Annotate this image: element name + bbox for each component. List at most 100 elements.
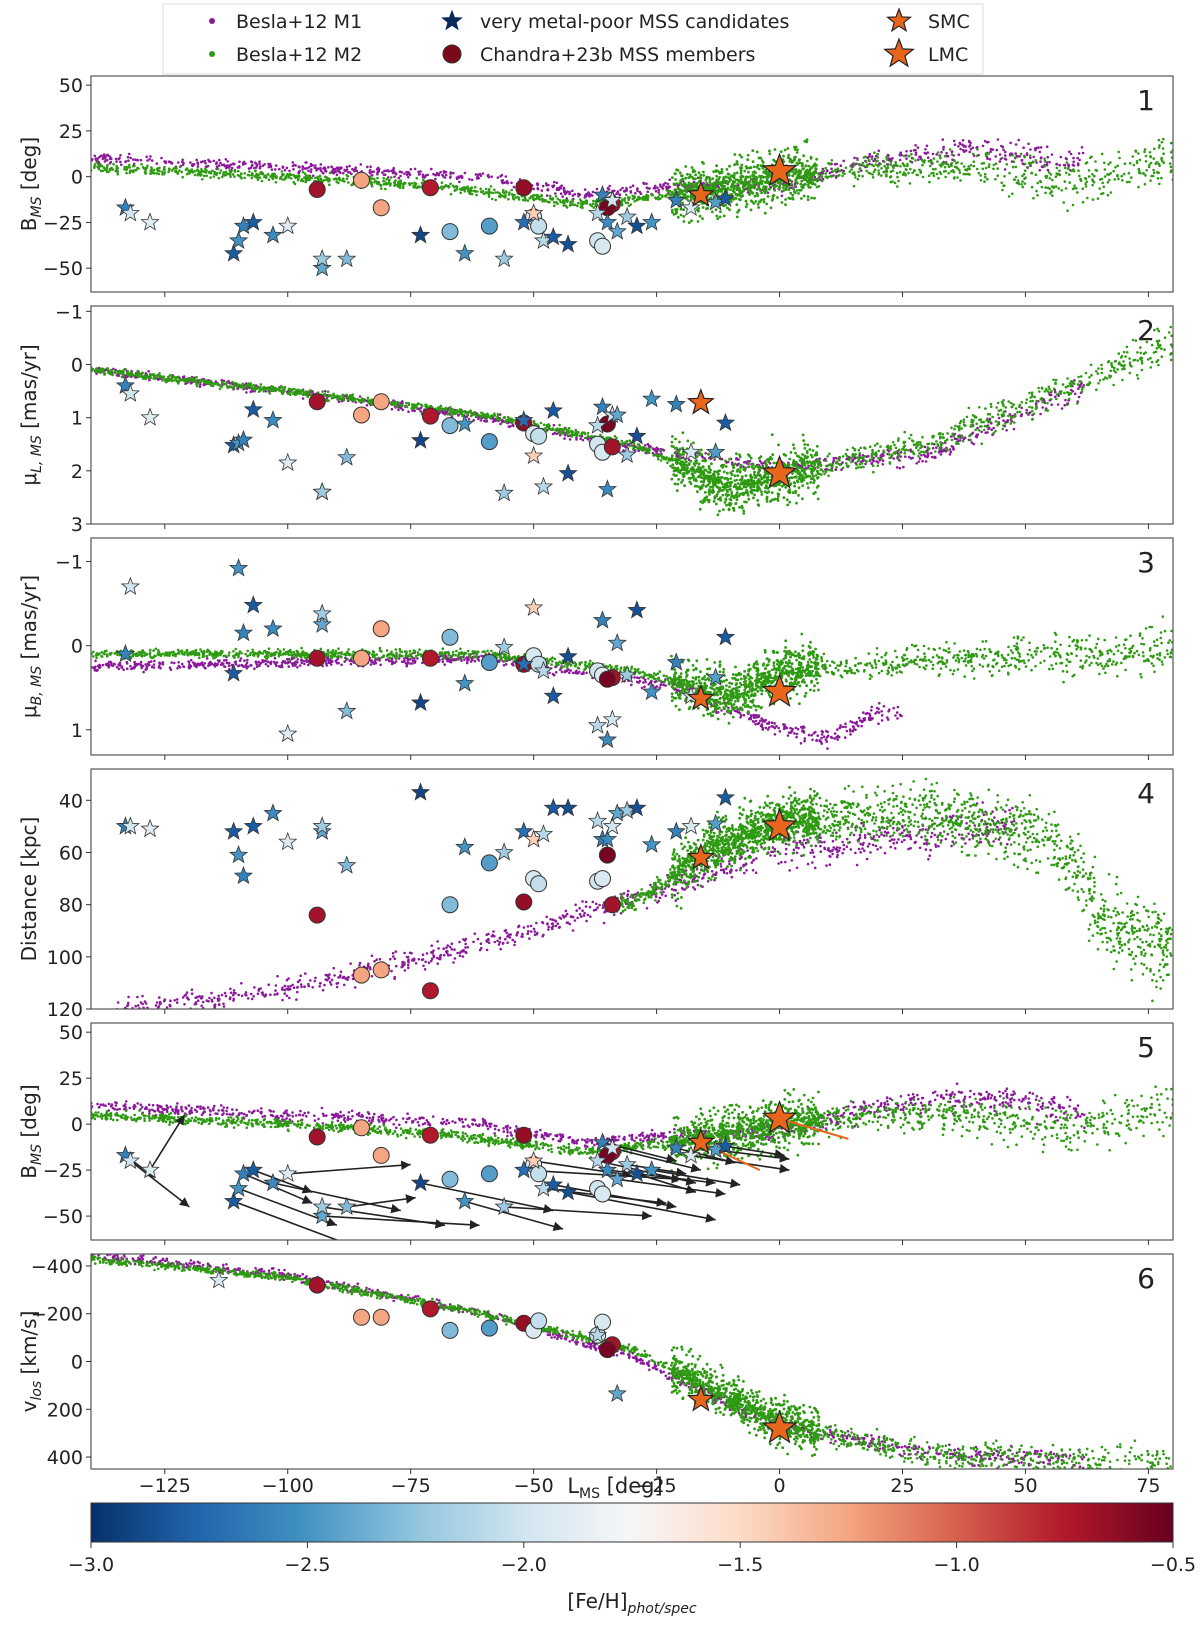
m2-point bbox=[1156, 177, 1160, 180]
m2-point bbox=[736, 210, 739, 214]
vmp-candidate-star bbox=[642, 212, 662, 231]
m2-point bbox=[267, 178, 271, 181]
m1-point bbox=[655, 450, 659, 453]
m2-point bbox=[953, 165, 957, 169]
m1-point bbox=[832, 174, 835, 177]
m1-point bbox=[873, 157, 877, 161]
m1-point bbox=[1025, 153, 1029, 157]
m2-point bbox=[335, 180, 339, 184]
m2-point bbox=[1060, 390, 1063, 393]
m2-point bbox=[1113, 366, 1116, 370]
m2-point bbox=[1075, 187, 1078, 190]
m2-point bbox=[576, 204, 579, 208]
m2-point bbox=[586, 434, 590, 438]
m1-point bbox=[961, 139, 965, 142]
m2-point bbox=[231, 173, 235, 176]
m2-point bbox=[932, 157, 936, 160]
m2-point bbox=[741, 185, 745, 189]
m1-point bbox=[345, 165, 349, 169]
m1-point bbox=[230, 163, 233, 166]
m2-point bbox=[174, 170, 177, 173]
m1-point bbox=[1003, 168, 1007, 171]
m1-point bbox=[703, 457, 706, 460]
m2-point bbox=[502, 191, 506, 195]
m1-point bbox=[397, 176, 401, 180]
m2-point bbox=[797, 192, 800, 195]
m2-point bbox=[332, 392, 335, 396]
m1-point bbox=[992, 426, 995, 430]
m2-point bbox=[712, 187, 715, 190]
m1-point bbox=[209, 160, 212, 164]
m2-point bbox=[958, 421, 962, 425]
m2-point bbox=[193, 173, 197, 177]
m1-point bbox=[880, 455, 883, 459]
m2-point bbox=[793, 184, 797, 188]
m2-point bbox=[751, 179, 755, 183]
m1-point bbox=[458, 176, 461, 179]
m2-point bbox=[115, 164, 118, 168]
m2-point bbox=[388, 178, 391, 182]
m1-point bbox=[930, 455, 934, 459]
m2-point bbox=[657, 195, 660, 199]
m2-point bbox=[203, 170, 206, 173]
m2-point bbox=[250, 174, 254, 177]
m2-point bbox=[858, 463, 862, 466]
m2-point bbox=[1043, 159, 1047, 163]
m2-point bbox=[221, 175, 224, 179]
m2-point bbox=[724, 175, 728, 179]
m1-point bbox=[147, 370, 150, 373]
m1-point bbox=[998, 160, 1002, 163]
m2-point bbox=[856, 456, 859, 459]
m1-point bbox=[365, 404, 369, 407]
m2-point bbox=[852, 184, 856, 188]
m2-point bbox=[449, 192, 453, 196]
m1-point bbox=[643, 444, 647, 447]
m1-point bbox=[432, 172, 435, 176]
m2-point bbox=[716, 180, 720, 184]
m2-point bbox=[554, 195, 558, 198]
m2-point bbox=[289, 173, 293, 176]
m2-point bbox=[681, 192, 684, 196]
m2-point bbox=[936, 151, 940, 154]
m2-point bbox=[1119, 356, 1123, 359]
m1-point bbox=[1082, 384, 1086, 387]
m2-point bbox=[946, 432, 949, 435]
m2-point bbox=[706, 207, 709, 210]
m2-point bbox=[914, 446, 918, 450]
m2-point bbox=[212, 175, 216, 178]
m1-point bbox=[909, 149, 913, 153]
m2-point bbox=[797, 159, 801, 162]
m2-point bbox=[136, 369, 139, 373]
m1-point bbox=[904, 455, 907, 459]
m2-point bbox=[919, 171, 922, 174]
m2-point bbox=[565, 199, 569, 203]
m2-point bbox=[739, 178, 743, 181]
m1-point bbox=[105, 158, 109, 162]
m2-point bbox=[328, 171, 332, 175]
m1-point bbox=[851, 458, 854, 462]
m2-point bbox=[314, 176, 317, 180]
m2-point bbox=[925, 451, 928, 454]
m2-point bbox=[1062, 201, 1065, 204]
m2-point bbox=[1031, 399, 1034, 403]
m1-point bbox=[619, 188, 622, 192]
m1-point bbox=[935, 446, 938, 450]
m1-point bbox=[1050, 403, 1053, 407]
m2-point bbox=[752, 165, 756, 169]
m1-point bbox=[365, 399, 369, 403]
m2-point bbox=[1148, 151, 1152, 154]
m2-point bbox=[213, 172, 216, 176]
m1-point bbox=[496, 176, 500, 179]
m1-point bbox=[561, 195, 564, 198]
m2-point bbox=[872, 470, 875, 474]
m2-point bbox=[908, 182, 912, 185]
m1-point bbox=[324, 390, 327, 393]
m2-point bbox=[856, 158, 859, 162]
m2-point bbox=[817, 173, 821, 176]
m2-point bbox=[547, 200, 550, 204]
m2-point bbox=[798, 188, 802, 192]
m1-point bbox=[1050, 153, 1054, 156]
m1-point bbox=[370, 174, 374, 177]
m2-point bbox=[760, 198, 763, 202]
m1-point bbox=[393, 175, 396, 179]
